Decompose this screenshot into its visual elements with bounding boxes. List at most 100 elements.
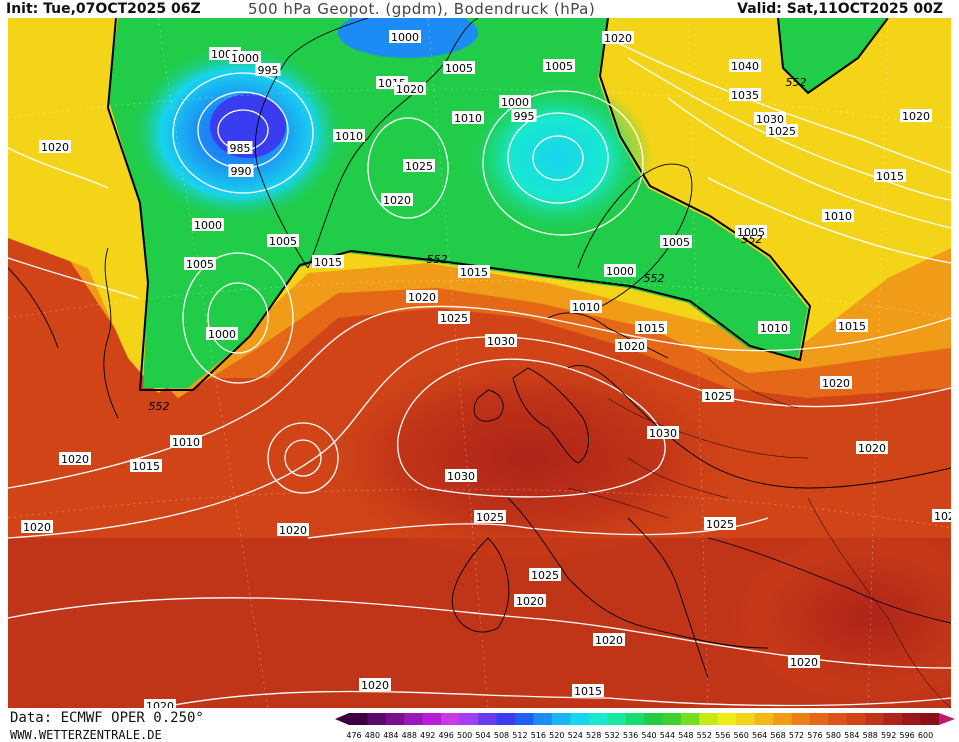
init-time: Init: Tue,07OCT2025 06Z [6, 1, 201, 17]
colorbar-swatch [422, 713, 442, 725]
colorbar-tick-label: 500 [457, 731, 472, 740]
colorbar-tick-label: 560 [734, 731, 749, 740]
pressure-labels: 1000100510009959859901020100010051005101… [21, 30, 951, 708]
colorbar-swatch [809, 713, 829, 725]
pressure-label: 1020 [383, 194, 411, 207]
colorbar-swatch [367, 713, 387, 725]
colorbar-tick-label: 600 [918, 731, 933, 740]
colorbar-tick-label: 584 [844, 731, 859, 740]
pressure-label: 1015 [574, 685, 602, 698]
pressure-label: 1040 [731, 60, 759, 73]
colorbar-swatch [883, 713, 903, 725]
pressure-label-box [438, 311, 470, 324]
colorbar-tick-label: 564 [752, 731, 767, 740]
map-footer: Data: ECMWF OPER 0.250° WWW.WETTERZENTRA… [0, 708, 959, 742]
pressure-label-box [729, 59, 761, 72]
pressure-label: 1010 [572, 301, 600, 314]
pressure-label: 995 [514, 110, 535, 123]
pressure-label: 995 [258, 64, 279, 77]
pressure-label-box [820, 376, 852, 389]
pressure-label: 1020 [146, 700, 174, 708]
colorbar-swatch [385, 713, 405, 725]
pressure-label-box [192, 218, 224, 231]
country-borders [567, 357, 951, 708]
colorbar-tick-label: 476 [346, 731, 361, 740]
geopot-trough-green-ne [778, 18, 888, 93]
weather-map[interactable]: 1000100510009959859901020100010051005101… [8, 18, 951, 708]
colorbar-tick-label: 592 [881, 731, 896, 740]
pressure-label-box [144, 699, 176, 708]
colorbar-swatch [662, 713, 682, 725]
pressure-label: 1010 [824, 210, 852, 223]
pressure-label: 1015 [637, 322, 665, 335]
pressure-label: 1015 [838, 320, 866, 333]
pressure-label-box [255, 63, 281, 76]
pressure-label: 1020 [595, 634, 623, 647]
colorbar-tick-label: 540 [641, 731, 656, 740]
colorbar-tick-label: 572 [789, 731, 804, 740]
pressure-label-box [758, 321, 790, 334]
pressure-label-box [702, 389, 734, 402]
pressure-label-box [229, 51, 261, 64]
colorbar-tick-label: 492 [420, 731, 435, 740]
colorbar-tick-label: 512 [512, 731, 527, 740]
geopot-label: 552 [149, 400, 170, 413]
pressure-label-box [458, 265, 490, 278]
pressure-label-box [312, 255, 344, 268]
geopot-high-east [728, 528, 951, 708]
pressure-label: 1015 [460, 266, 488, 279]
pressure-label-box [130, 459, 162, 472]
colorbar-swatch [625, 713, 645, 725]
pressure-label-box [836, 319, 868, 332]
pressure-label: 1020 [902, 110, 930, 123]
pressure-label: 1035 [731, 89, 759, 102]
colorbar-swatch [865, 713, 885, 725]
pressure-label-box [267, 234, 299, 247]
valid-time: Valid: Sat,11OCT2025 00Z [737, 1, 943, 17]
pressure-label: 1020 [516, 595, 544, 608]
colorbar-swatch [736, 713, 756, 725]
pressure-label: 1020 [617, 340, 645, 353]
pressure-label: 1000 [231, 52, 259, 65]
colorbar-tick-label: 480 [365, 731, 380, 740]
colorbar-swatch [920, 713, 940, 725]
pressure-label: 1000 [391, 31, 419, 44]
pressure-label-box [452, 111, 484, 124]
pressure-label: 1025 [768, 125, 796, 138]
colorbar-swatch [846, 713, 866, 725]
pressure-label: 1020 [41, 141, 69, 154]
pressure-label-box [572, 684, 604, 697]
pressure-label: 1005 [445, 62, 473, 75]
pressure-label-box [403, 159, 435, 172]
pressure-label: 1005 [737, 226, 765, 239]
pressure-label-box [59, 452, 91, 465]
colorbar-swatch [533, 713, 553, 725]
colorbar-swatch [699, 713, 719, 725]
website: WWW.WETTERZENTRALE.DE [10, 728, 162, 742]
colorbar-arrow-left [335, 713, 349, 725]
colorbar-tick-label: 568 [770, 731, 785, 740]
pressure-label-box [647, 426, 679, 439]
pressure-label-box [381, 193, 413, 206]
pressure-label-box [754, 112, 786, 125]
pressure-label-box [704, 517, 736, 530]
geopot-label: 552 [644, 272, 665, 285]
pressure-label-box [529, 568, 561, 581]
colorbar-swatch [902, 713, 922, 725]
geopot-label: 552 [427, 253, 448, 266]
pressure-label: 1020 [822, 377, 850, 390]
pressure-label: 1025 [706, 518, 734, 531]
geopot-552-contour [106, 18, 812, 391]
pressure-label: 1025 [704, 390, 732, 403]
pressure-label-box [856, 441, 888, 454]
pressure-label-box [593, 633, 625, 646]
colorbar-swatch [773, 713, 792, 725]
pressure-label-box [228, 164, 254, 177]
pressure-label-box [394, 82, 426, 95]
pressure-label: 1000 [208, 328, 236, 341]
pressure-label: 1005 [662, 236, 690, 249]
colorbar-swatch [717, 713, 737, 725]
colorbar-swatch [349, 713, 368, 725]
map-header: Init: Tue,07OCT2025 06Z 500 hPa Geopot. … [0, 0, 959, 18]
low-norwegian-sea [463, 78, 653, 238]
